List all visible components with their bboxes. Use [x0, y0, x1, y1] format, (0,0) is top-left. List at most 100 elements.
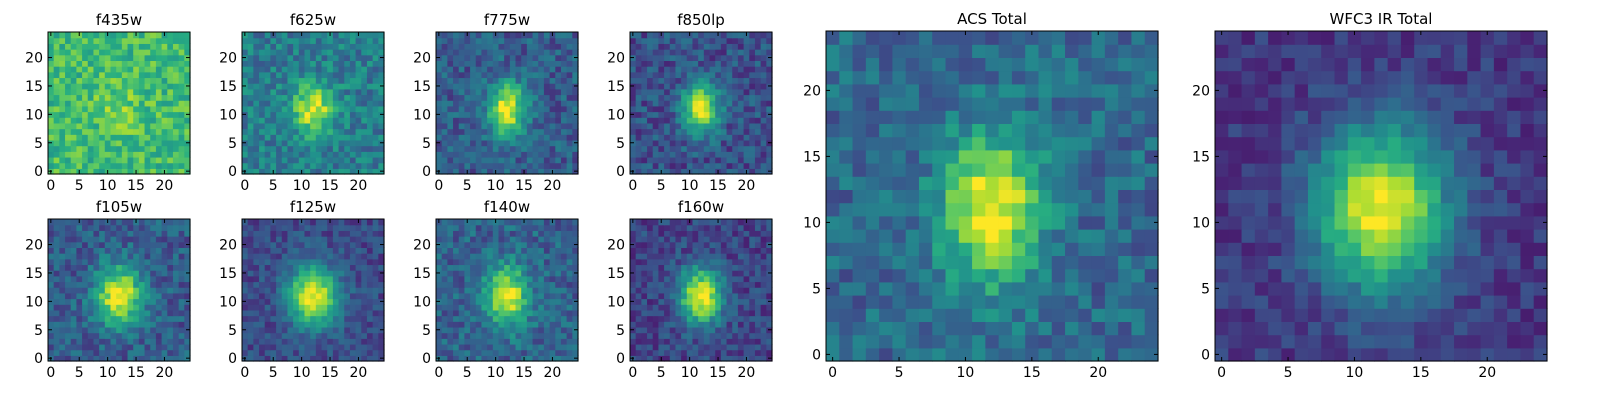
heatmap-cell [749, 43, 756, 50]
heatmap-cell [521, 224, 528, 231]
panel-title: f125w [290, 198, 336, 216]
heatmap-cell [87, 77, 95, 84]
heatmap-cell [349, 54, 357, 61]
heatmap-cell [560, 100, 568, 107]
heatmap-cell [270, 88, 277, 96]
heatmap-cell [298, 304, 306, 311]
heatmap-cell [743, 292, 750, 300]
heatmap-cell [681, 60, 688, 67]
heatmap-cell [658, 111, 665, 118]
heatmap-cell [675, 128, 682, 135]
heatmap-cell [93, 349, 100, 356]
heatmap-cell [327, 88, 334, 96]
heatmap-cell [321, 230, 328, 237]
heatmap-cell [65, 275, 72, 283]
heatmap-cell [372, 315, 379, 322]
heatmap-cell [675, 105, 682, 113]
heatmap-cell [720, 128, 728, 135]
heatmap-cell [76, 100, 83, 107]
heatmap-cell [509, 88, 517, 96]
heatmap-cell [298, 66, 306, 73]
heatmap-cell [65, 94, 72, 101]
heatmap-cell [253, 105, 260, 113]
heatmap-cell [732, 275, 739, 283]
heatmap-cell [87, 111, 95, 118]
heatmap-cell [692, 54, 699, 61]
heatmap-cell [242, 49, 249, 56]
heatmap-cell [281, 162, 289, 169]
heatmap-cell [253, 292, 260, 300]
heatmap-cell [332, 343, 340, 351]
heatmap-cell [298, 241, 306, 248]
heatmap-cell [304, 49, 311, 56]
heatmap-cell [647, 66, 654, 73]
heatmap-cell [127, 219, 134, 226]
heatmap-cell [681, 66, 688, 73]
heatmap-cell [681, 54, 688, 61]
heatmap-cell [155, 128, 163, 135]
heatmap-cell [361, 122, 368, 130]
heatmap-cell [709, 77, 716, 84]
heatmap-cell [681, 32, 688, 39]
heatmap-cell [492, 332, 500, 339]
heatmap-cell [555, 100, 562, 107]
heatmap-cell [709, 168, 716, 175]
heatmap-cell [264, 49, 271, 56]
heatmap-cell [293, 315, 300, 322]
heatmap-cell [641, 304, 648, 311]
heatmap-cell [167, 162, 174, 169]
heatmap-cell [664, 332, 671, 339]
heatmap-cell [378, 122, 385, 130]
heatmap-cell [242, 247, 249, 254]
heatmap-cell [155, 275, 163, 283]
heatmap-cell [253, 236, 260, 243]
heatmap-cell [372, 71, 379, 79]
heatmap-cell [749, 338, 756, 345]
heatmap-cell [732, 111, 739, 118]
heatmap-cell [447, 224, 454, 231]
heatmap-cell [287, 326, 294, 334]
heatmap-cell [167, 326, 174, 334]
heatmap-cell [344, 219, 351, 226]
heatmap-cell [172, 49, 180, 56]
heatmap-cell [664, 162, 671, 169]
heatmap-cell [349, 83, 357, 90]
heatmap-cell [652, 309, 659, 317]
heatmap-cell [178, 111, 185, 118]
heatmap-cell [281, 304, 289, 311]
heatmap-cell [475, 71, 483, 79]
heatmap-cell [264, 43, 271, 50]
heatmap-cell [372, 83, 379, 90]
heatmap-cell [487, 309, 494, 317]
heatmap-cell [526, 304, 534, 311]
heatmap-cell [475, 94, 483, 101]
heatmap-cell [555, 292, 562, 300]
heatmap-cell [504, 71, 511, 79]
heatmap-cell [127, 349, 134, 356]
heatmap-cell [93, 343, 100, 351]
heatmap-cell [641, 60, 648, 67]
heatmap-cell [743, 281, 750, 288]
heatmap-cell [464, 83, 471, 90]
heatmap-cell [310, 139, 317, 147]
heatmap-cell [647, 168, 654, 175]
heatmap-cell [270, 145, 277, 152]
heatmap-cell [144, 236, 151, 243]
y-tick-label: 10 [25, 107, 43, 123]
heatmap-cell [287, 275, 294, 283]
heatmap-cell [715, 321, 722, 328]
heatmap-cell [293, 66, 300, 73]
heatmap-cell [549, 145, 556, 152]
heatmap-cell [59, 326, 66, 334]
heatmap-cell [82, 264, 89, 271]
heatmap-cell [669, 49, 677, 56]
heatmap-cell [481, 230, 488, 237]
heatmap-cell [87, 105, 95, 113]
heatmap-cell [104, 253, 112, 260]
heatmap-cell [366, 315, 374, 322]
heatmap-cell [521, 287, 528, 294]
heatmap-cell [167, 309, 174, 317]
heatmap-cell [715, 151, 722, 158]
heatmap-cell [726, 145, 733, 152]
heatmap-cell [298, 83, 306, 90]
